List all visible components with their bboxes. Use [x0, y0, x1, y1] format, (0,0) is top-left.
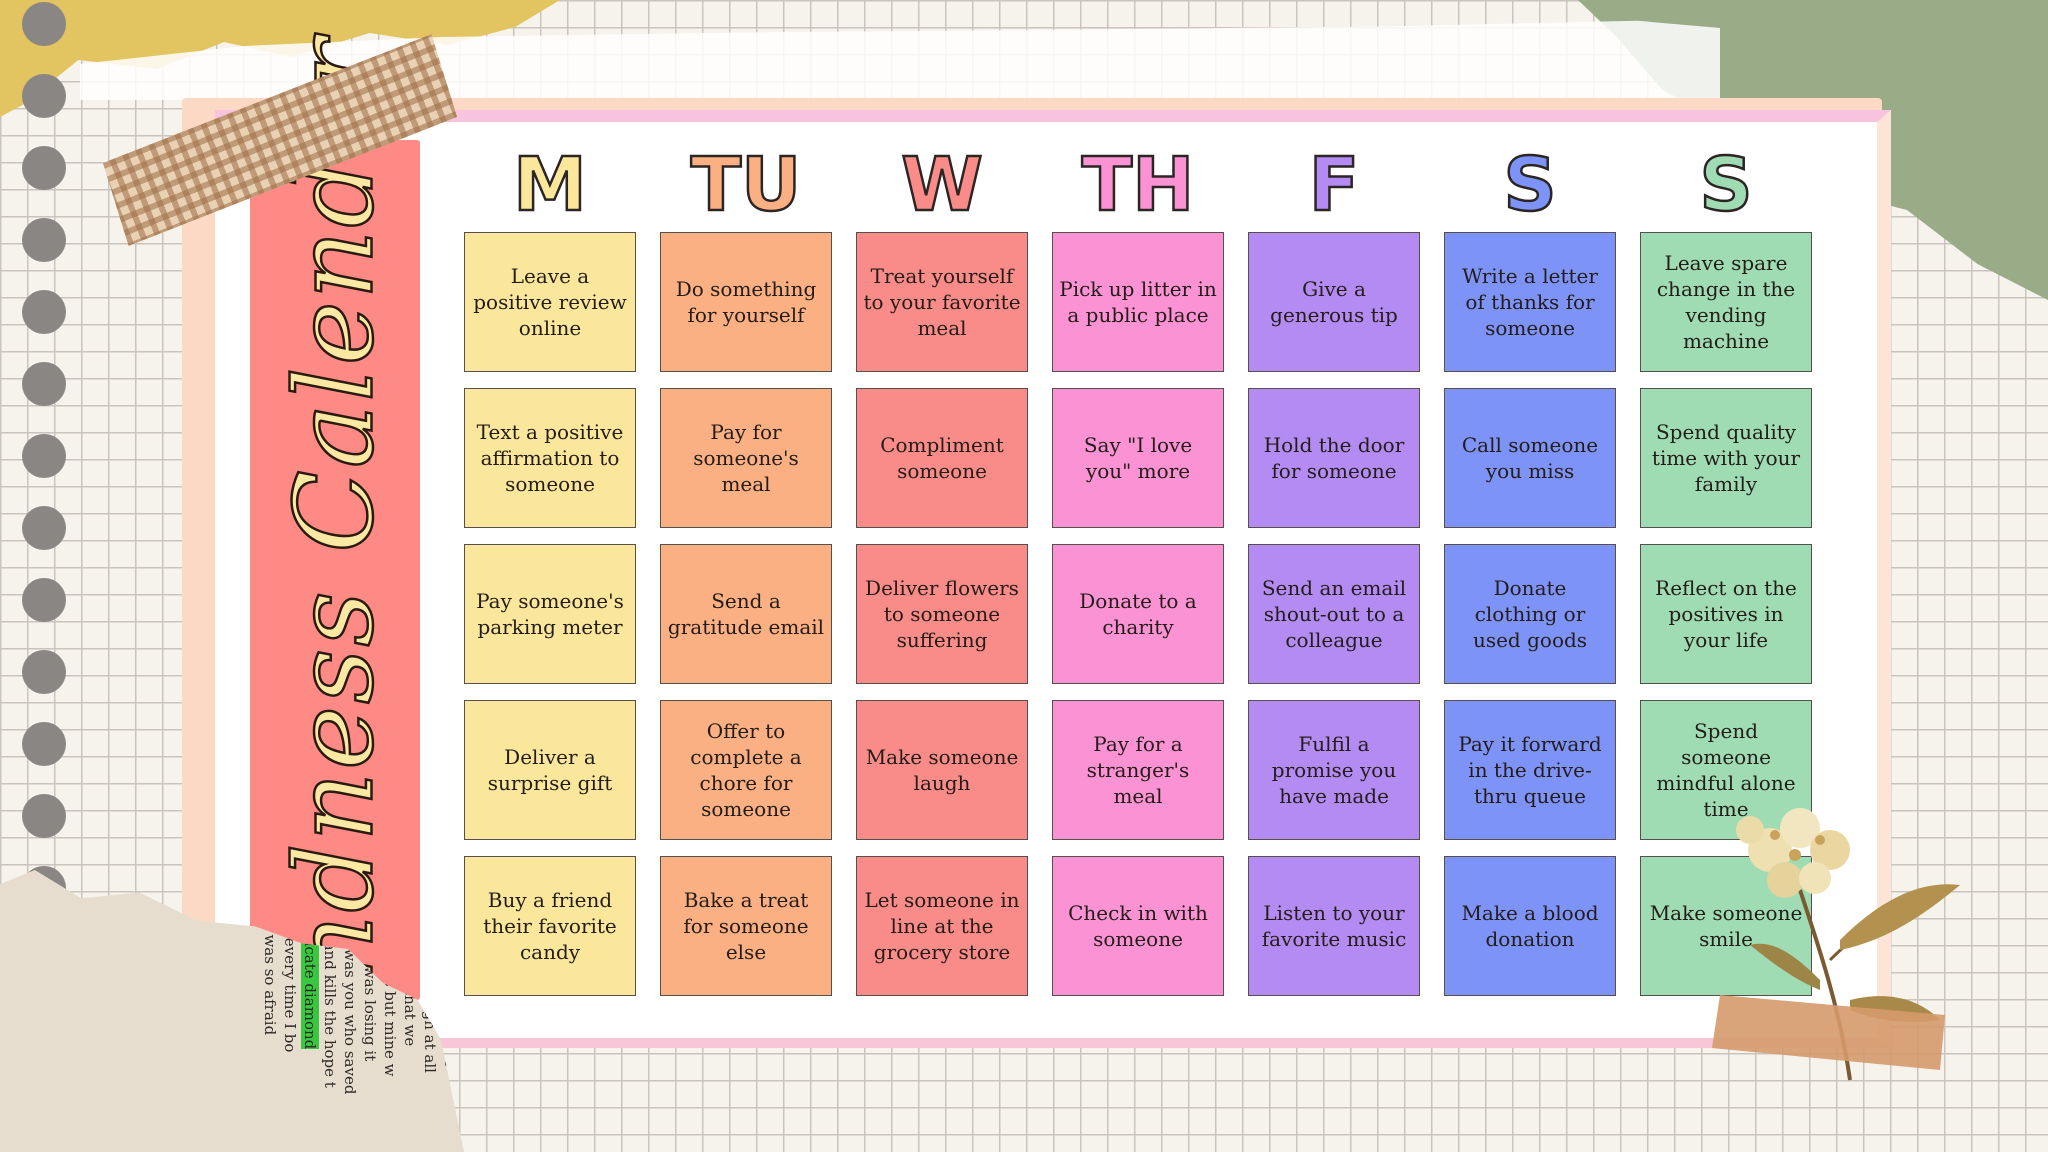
activity-tile: Call someone you miss	[1444, 388, 1616, 528]
activity-tile: Spend someone mindful alone time	[1640, 700, 1812, 840]
day-header-s-6: S	[1502, 141, 1558, 230]
activity-tile: Donate to a charity	[1052, 544, 1224, 684]
day-header-m-1: M	[512, 141, 588, 230]
activity-text: Listen to your favorite music	[1261, 901, 1407, 951]
binder-hole	[22, 146, 66, 190]
activity-text: Make a blood donation	[1461, 901, 1599, 951]
activity-text: Hold the door for someone	[1263, 433, 1405, 483]
activity-tile: Listen to your favorite music	[1248, 856, 1420, 996]
activity-text: Say "I love you" more	[1083, 433, 1193, 483]
activity-text: Leave a positive review online	[473, 264, 627, 340]
activity-tile: Say "I love you" more	[1052, 388, 1224, 528]
calendar-title: Kindness Calendar	[250, 35, 420, 1104]
activity-tile: Leave spare change in the vending machin…	[1640, 232, 1812, 372]
activity-text: Give a generous tip	[1270, 277, 1398, 327]
activity-tile: Compliment someone	[856, 388, 1028, 528]
activity-tile: Offer to complete a chore for someone	[660, 700, 832, 840]
activity-text: Check in with someone	[1068, 901, 1208, 951]
binder-hole	[22, 506, 66, 550]
activity-tile: Send an email shout-out to a colleague	[1248, 544, 1420, 684]
binder-hole	[22, 290, 66, 334]
dried-flower-icon	[1712, 808, 1960, 1081]
activity-tile: Pay it forward in the drive-thru queue	[1444, 700, 1616, 840]
activity-text: Pay for someone's meal	[693, 420, 799, 496]
activity-tile: Hold the door for someone	[1248, 388, 1420, 528]
activity-text: Offer to complete a chore for someone	[690, 719, 802, 821]
activity-text: Bake a treat for someone else	[683, 888, 809, 964]
binder-hole	[22, 218, 66, 262]
activity-text: Buy a friend their favorite candy	[483, 888, 617, 964]
activity-text: Pay it forward in the drive-thru queue	[1458, 732, 1602, 808]
activity-tile: Send a gratitude email	[660, 544, 832, 684]
activity-tile: Text a positive affirmation to someone	[464, 388, 636, 528]
activity-text: Send an email shout-out to a colleague	[1261, 576, 1407, 652]
day-header-s-7: S	[1698, 141, 1754, 230]
activity-text: Donate to a charity	[1079, 589, 1197, 639]
day-header-tu-2: TU	[689, 141, 802, 230]
activity-tile: Pick up litter in a public place	[1052, 232, 1224, 372]
activity-text: Spend quality time with your family	[1651, 420, 1801, 496]
binder-hole	[22, 650, 66, 694]
activity-tile: Make someone smile	[1640, 856, 1812, 996]
activity-text: Leave spare change in the vending machin…	[1656, 251, 1796, 353]
activity-tile: Donate clothing or used goods	[1444, 544, 1616, 684]
binder-hole	[22, 794, 66, 838]
title-band	[250, 140, 420, 1000]
activity-text: Make someone laugh	[865, 745, 1019, 795]
binder-hole	[22, 2, 66, 46]
activity-text: Pick up litter in a public place	[1059, 277, 1217, 327]
activity-text: Treat yourself to your favorite meal	[863, 264, 1021, 340]
activity-text: Make someone smile	[1649, 901, 1803, 951]
activity-tile: Let someone in line at the grocery store	[856, 856, 1028, 996]
activity-text: Pay for a stranger's meal	[1086, 732, 1190, 808]
activity-text: Pay someone's parking meter	[476, 589, 624, 639]
activity-tile: Treat yourself to your favorite meal	[856, 232, 1028, 372]
activity-tile: Pay for a stranger's meal	[1052, 700, 1224, 840]
activity-tile: Check in with someone	[1052, 856, 1224, 996]
binder-hole	[22, 434, 66, 478]
activity-tile: Bake a treat for someone else	[660, 856, 832, 996]
binder-hole	[22, 362, 66, 406]
activity-tile: Leave a positive review online	[464, 232, 636, 372]
activity-text: Do something for yourself	[675, 277, 817, 327]
activity-text: Spend someone mindful alone time	[1656, 719, 1796, 821]
activity-tile: Give a generous tip	[1248, 232, 1420, 372]
activity-text: Text a positive affirmation to someone	[476, 420, 624, 496]
activity-tile: Deliver flowers to someone suffering	[856, 544, 1028, 684]
activity-tile: Pay someone's parking meter	[464, 544, 636, 684]
day-header-w-3: W	[900, 141, 984, 230]
activity-text: Compliment someone	[880, 433, 1004, 483]
binder-hole	[22, 74, 66, 118]
activity-text: Deliver flowers to someone suffering	[865, 576, 1019, 652]
activity-tile: Deliver a surprise gift	[464, 700, 636, 840]
activity-text: Send a gratitude email	[667, 589, 825, 639]
binder-hole	[22, 722, 66, 766]
activity-text: Reflect on the positives in your life	[1655, 576, 1797, 652]
binder-hole	[22, 578, 66, 622]
activity-tile: Make someone laugh	[856, 700, 1028, 840]
activity-text: Let someone in line at the grocery store	[864, 888, 1020, 964]
activity-text: Donate clothing or used goods	[1472, 576, 1588, 652]
day-header-f-5: F	[1307, 141, 1360, 230]
activity-tile: Pay for someone's meal	[660, 388, 832, 528]
activity-tile: Reflect on the positives in your life	[1640, 544, 1812, 684]
day-header-th-4: TH	[1081, 141, 1196, 230]
activity-tile: Fulfil a promise you have made	[1248, 700, 1420, 840]
activity-tile: Spend quality time with your family	[1640, 388, 1812, 528]
flower-blossoms	[1736, 808, 1850, 898]
activity-tile: Do something for yourself	[660, 232, 832, 372]
activity-text: Deliver a surprise gift	[487, 745, 613, 795]
activity-tile: Write a letter of thanks for someone	[1444, 232, 1616, 372]
activity-text: Call someone you miss	[1461, 433, 1599, 483]
activity-text: Write a letter of thanks for someone	[1462, 264, 1598, 340]
activity-tile: Buy a friend their favorite candy	[464, 856, 636, 996]
activity-text: Fulfil a promise you have made	[1271, 732, 1397, 808]
activity-tile: Make a blood donation	[1444, 856, 1616, 996]
kraft-tape	[1712, 995, 1945, 1070]
